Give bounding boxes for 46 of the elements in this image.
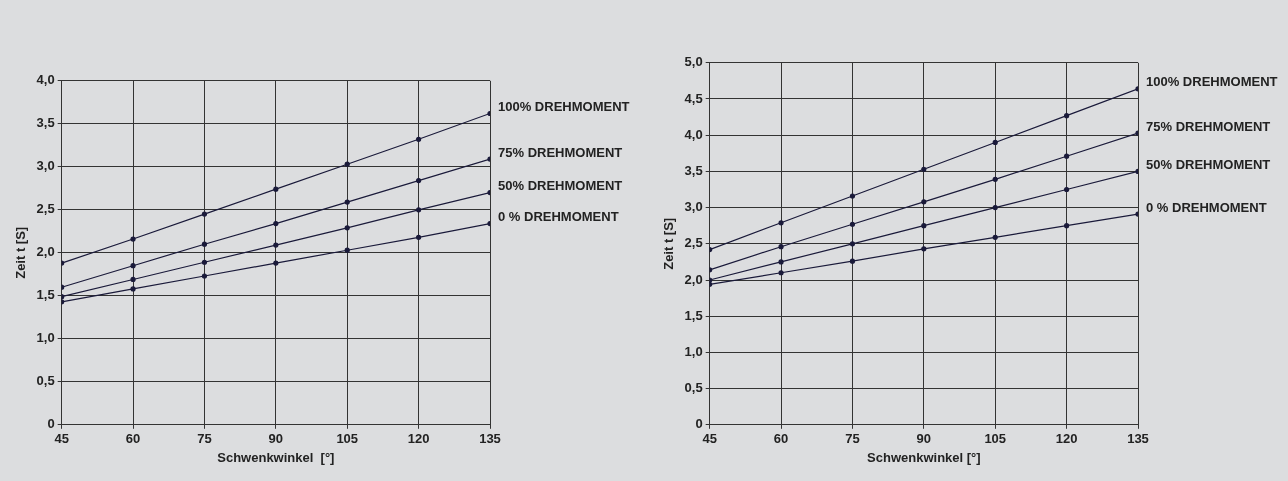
y-tick-label: 3,5	[36, 115, 55, 131]
y-tick-label: 4,0	[684, 126, 703, 142]
x-tick-label: 60	[125, 431, 141, 447]
y-axis-title: Zeit t [S]	[661, 217, 677, 270]
x-tick-label: 135	[479, 431, 501, 447]
y-tick-label: 1,5	[684, 307, 703, 323]
series-label: 100% DREHMOMENT	[498, 99, 630, 115]
x-tick-label: 105	[984, 431, 1007, 447]
y-tick-label: 2,0	[684, 271, 703, 287]
y-tick-label: 0,5	[36, 373, 55, 389]
y-tick-label: 3,0	[684, 199, 703, 215]
y-tick-label: 1,5	[36, 287, 55, 303]
x-tick-label: 75	[845, 431, 860, 447]
y-tick-label: 0	[47, 416, 55, 432]
y-tick-label: 1,0	[36, 330, 55, 346]
x-tick-label: 120	[1055, 431, 1078, 447]
series-label: 0 % DREHMOMENT	[498, 209, 619, 225]
y-axis-title: Zeit t [S]	[13, 226, 29, 279]
x-axis-title: Schwenkwinkel [°]	[867, 449, 981, 465]
x-axis-title: Schwenkwinkel [°]	[217, 449, 335, 465]
y-tick-label: 2,5	[36, 201, 55, 217]
x-tick-label: 60	[773, 431, 789, 447]
y-tick-label: 0	[695, 416, 703, 432]
y-tick-label: 3,5	[684, 162, 703, 178]
x-tick-label: 45	[54, 431, 69, 447]
series-label: 0 % DREHMOMENT	[1146, 199, 1267, 215]
y-tick-label: 4,0	[36, 72, 55, 88]
y-tick-label: 4,5	[684, 90, 703, 106]
series-label: 75% DREHMOMENT	[1146, 118, 1271, 134]
y-tick-label: 1,0	[684, 343, 703, 359]
y-tick-label: 2,0	[36, 244, 55, 260]
x-tick-label: 105	[336, 431, 359, 447]
x-tick-label: 45	[702, 431, 717, 447]
y-tick-label: 0,5	[684, 380, 703, 396]
x-tick-label: 135	[1127, 431, 1149, 447]
y-tick-label: 3,0	[36, 158, 55, 174]
x-tick-label: 90	[916, 431, 932, 447]
series-label: 50% DREHMOMENT	[1146, 156, 1271, 172]
y-tick-label: 2,5	[684, 235, 703, 251]
series-label: 75% DREHMOMENT	[498, 144, 623, 160]
y-tick-label: 5,0	[684, 54, 703, 70]
x-tick-label: 75	[197, 431, 212, 447]
x-tick-label: 120	[407, 431, 430, 447]
x-tick-label: 90	[268, 431, 284, 447]
series-label: 100% DREHMOMENT	[1146, 74, 1278, 90]
series-label: 50% DREHMOMENT	[498, 178, 623, 194]
